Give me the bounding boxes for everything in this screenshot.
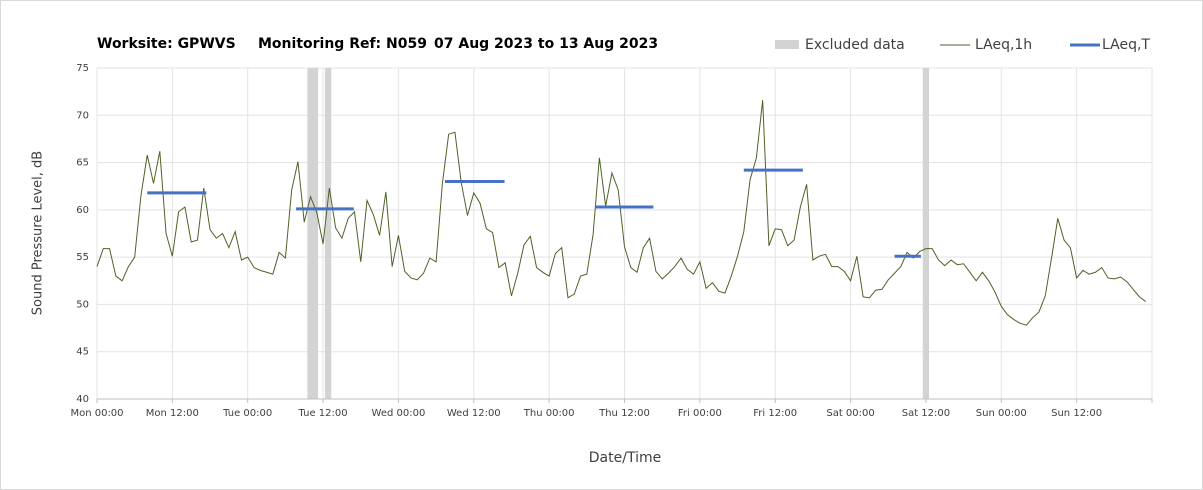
y-tick-label: 65 (76, 158, 89, 169)
y-axis-label: Sound Pressure Level, dB (31, 151, 46, 315)
y-tick-label: 50 (76, 299, 89, 310)
legend-swatch (775, 40, 799, 49)
y-tick-label: 75 (76, 63, 89, 74)
x-tick-label: Wed 12:00 (447, 408, 501, 419)
x-tick-label: Thu 12:00 (598, 408, 650, 419)
y-tick-label: 40 (76, 394, 89, 405)
x-tick-label: Sat 00:00 (826, 408, 874, 419)
chart-title: Worksite: GPWVS (97, 36, 236, 52)
x-tick-label: Thu 00:00 (523, 408, 575, 419)
y-tick-label: 60 (76, 205, 89, 216)
x-tick-label: Fri 12:00 (753, 408, 797, 419)
x-tick-label: Fri 00:00 (678, 408, 722, 419)
legend-label: LAeq,T (1102, 37, 1150, 53)
y-tick-label: 45 (76, 347, 89, 358)
x-tick-label: Tue 00:00 (222, 408, 272, 419)
legend-label: Excluded data (805, 37, 905, 53)
x-tick-label: Sat 12:00 (902, 408, 950, 419)
x-tick-label: Sun 12:00 (1051, 408, 1102, 419)
y-tick-label: 70 (76, 110, 89, 121)
chart-title: 07 Aug 2023 to 13 Aug 2023 (434, 36, 658, 52)
excluded-band (922, 68, 930, 399)
x-tick-label: Mon 00:00 (70, 408, 123, 419)
x-tick-label: Tue 12:00 (298, 408, 348, 419)
x-tick-label: Sun 00:00 (976, 408, 1027, 419)
excluded-band (324, 68, 332, 399)
legend-label: LAeq,1h (975, 37, 1032, 53)
excluded-band (307, 68, 319, 399)
x-tick-label: Wed 00:00 (372, 408, 426, 419)
y-tick-label: 55 (76, 252, 89, 263)
x-tick-label: Mon 12:00 (146, 408, 199, 419)
chart-title: Monitoring Ref: N059 (258, 36, 427, 52)
x-axis-label: Date/Time (589, 450, 661, 466)
line-series (96, 100, 1147, 326)
